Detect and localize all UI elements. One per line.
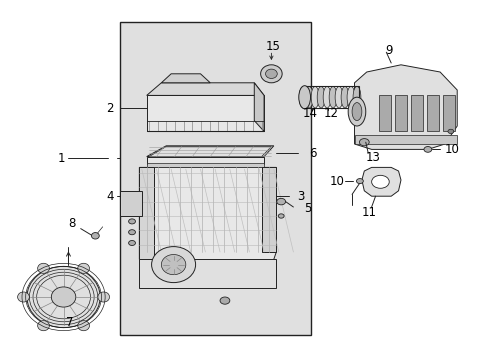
Ellipse shape xyxy=(323,86,330,108)
Ellipse shape xyxy=(328,86,336,108)
Text: 6: 6 xyxy=(308,147,316,159)
Ellipse shape xyxy=(298,86,310,109)
Ellipse shape xyxy=(38,263,49,273)
Ellipse shape xyxy=(305,86,312,108)
Polygon shape xyxy=(120,191,142,216)
Ellipse shape xyxy=(38,321,49,331)
Polygon shape xyxy=(378,95,390,131)
Polygon shape xyxy=(149,147,271,157)
Ellipse shape xyxy=(371,175,388,188)
Bar xyxy=(120,22,310,335)
Ellipse shape xyxy=(128,230,135,235)
Text: 9: 9 xyxy=(384,44,392,57)
Polygon shape xyxy=(354,135,456,144)
Ellipse shape xyxy=(341,86,348,108)
Polygon shape xyxy=(354,65,456,149)
Ellipse shape xyxy=(334,86,342,108)
Ellipse shape xyxy=(220,297,229,304)
Text: 12: 12 xyxy=(324,107,338,120)
Text: 2: 2 xyxy=(106,102,114,114)
Ellipse shape xyxy=(359,139,368,146)
Text: 15: 15 xyxy=(265,40,280,53)
Ellipse shape xyxy=(151,247,195,283)
Text: 10: 10 xyxy=(329,175,344,188)
Polygon shape xyxy=(146,146,273,157)
Ellipse shape xyxy=(347,97,365,126)
Polygon shape xyxy=(146,163,264,167)
Ellipse shape xyxy=(18,292,29,302)
Polygon shape xyxy=(361,167,400,196)
Ellipse shape xyxy=(346,86,354,108)
Ellipse shape xyxy=(51,287,76,307)
Polygon shape xyxy=(261,167,276,252)
Ellipse shape xyxy=(352,86,360,108)
Polygon shape xyxy=(426,95,438,131)
Ellipse shape xyxy=(278,214,284,218)
Text: 5: 5 xyxy=(304,202,311,215)
Ellipse shape xyxy=(356,179,363,184)
Ellipse shape xyxy=(265,69,277,78)
Ellipse shape xyxy=(128,240,135,246)
Polygon shape xyxy=(146,83,264,95)
Ellipse shape xyxy=(423,147,431,152)
Polygon shape xyxy=(139,167,154,259)
Polygon shape xyxy=(146,157,264,164)
Text: 4: 4 xyxy=(106,190,114,203)
Ellipse shape xyxy=(317,86,325,108)
Ellipse shape xyxy=(78,263,89,273)
Polygon shape xyxy=(394,95,406,131)
Ellipse shape xyxy=(447,129,453,134)
Polygon shape xyxy=(139,259,276,288)
Ellipse shape xyxy=(260,65,282,83)
Text: 14: 14 xyxy=(302,107,317,120)
Text: 7: 7 xyxy=(65,316,73,329)
Text: 1: 1 xyxy=(57,152,65,165)
Text: 3: 3 xyxy=(296,190,304,203)
Polygon shape xyxy=(161,74,210,83)
Polygon shape xyxy=(139,167,276,288)
Ellipse shape xyxy=(276,198,285,205)
Text: 10: 10 xyxy=(444,143,459,156)
Text: 11: 11 xyxy=(361,206,376,219)
Ellipse shape xyxy=(310,86,318,108)
Ellipse shape xyxy=(161,255,185,275)
Polygon shape xyxy=(254,83,264,131)
Text: 13: 13 xyxy=(365,151,379,164)
Ellipse shape xyxy=(128,219,135,224)
Ellipse shape xyxy=(91,233,99,239)
Ellipse shape xyxy=(78,321,89,331)
Polygon shape xyxy=(442,95,454,131)
Text: 8: 8 xyxy=(68,217,76,230)
Ellipse shape xyxy=(27,266,100,328)
Ellipse shape xyxy=(299,86,306,108)
Ellipse shape xyxy=(98,292,109,302)
Polygon shape xyxy=(146,95,264,131)
Ellipse shape xyxy=(351,103,361,121)
Polygon shape xyxy=(410,95,422,131)
